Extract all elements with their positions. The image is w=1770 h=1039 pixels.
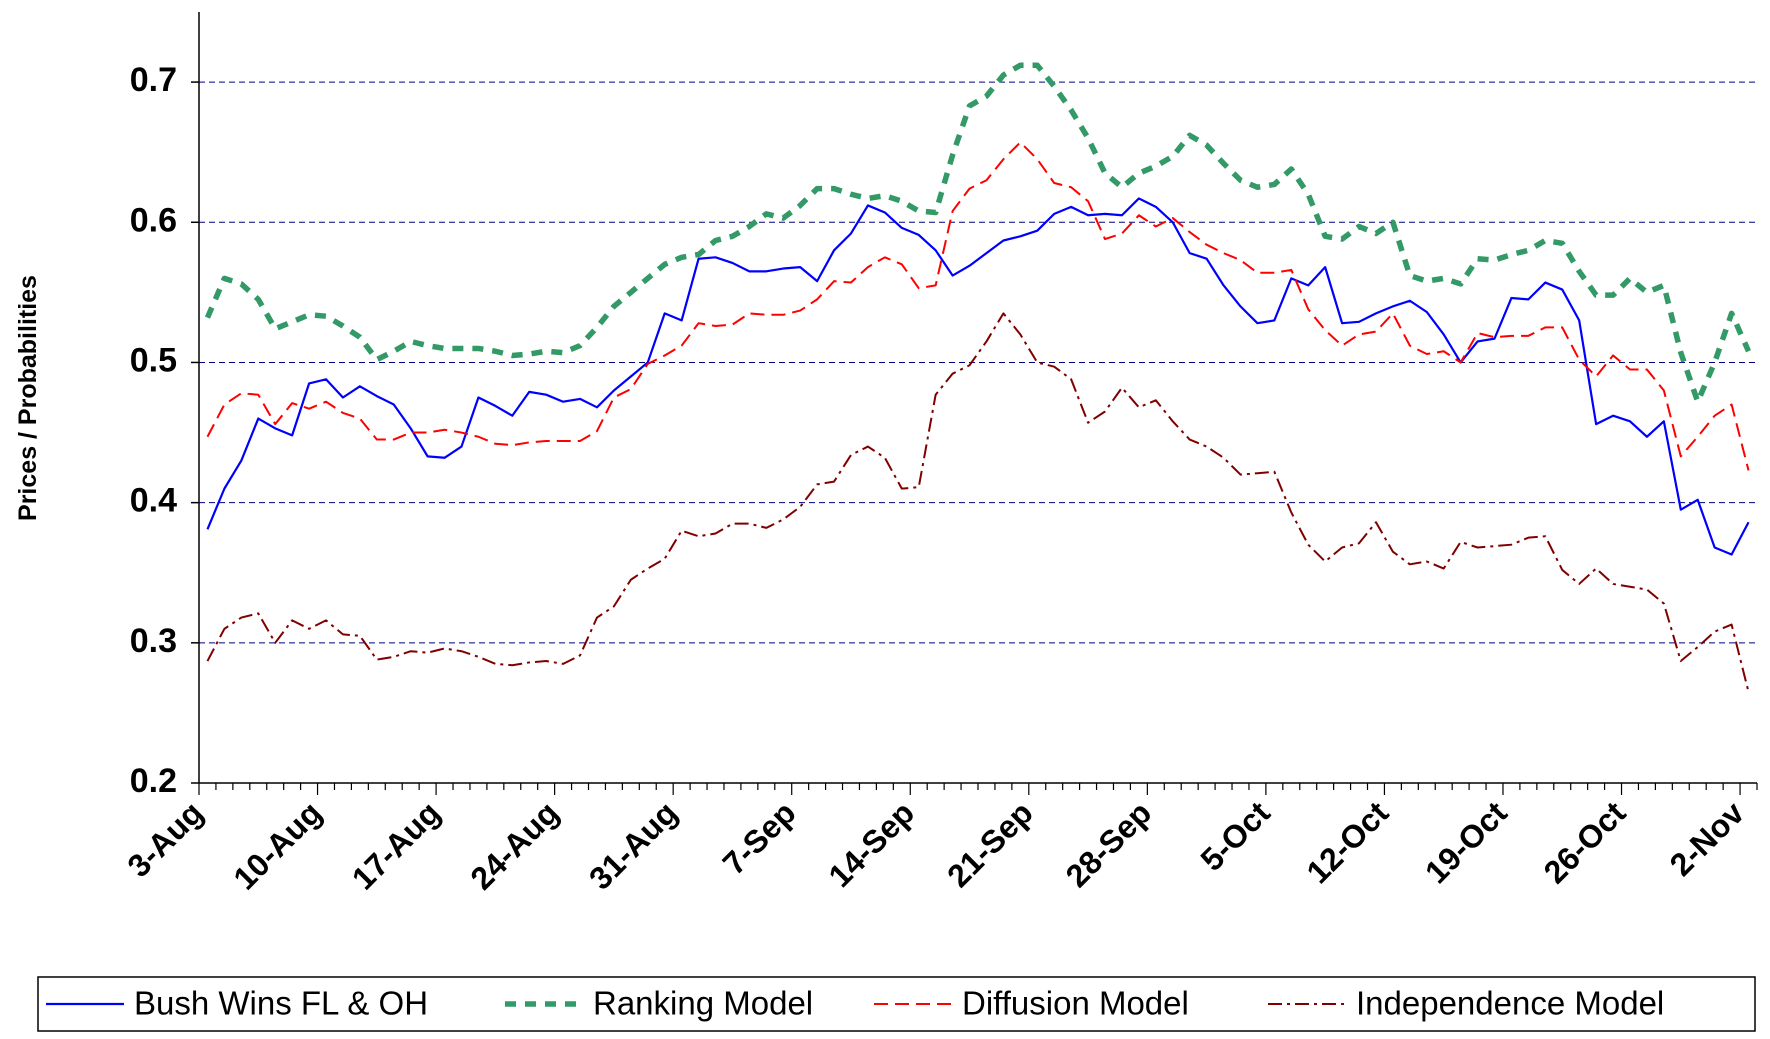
x-tick-label: 28-Sep — [1059, 794, 1159, 894]
x-tick-label: 14-Sep — [822, 794, 922, 894]
x-tick-label: 12-Oct — [1299, 794, 1395, 890]
x-tick-label: 24-Aug — [463, 794, 565, 896]
x-tick-label: 19-Oct — [1418, 794, 1514, 890]
legend-label: Bush Wins FL & OH — [134, 985, 428, 1022]
y-tick-label: 0.2 — [130, 762, 177, 800]
y-tick-label: 0.3 — [130, 622, 177, 660]
series-line — [204, 62, 1752, 405]
x-tick-label: 10-Aug — [226, 794, 328, 896]
x-tick-label: 2-Nov — [1663, 794, 1751, 882]
x-tick-label: 31-Aug — [582, 794, 684, 896]
y-tick-label: 0.7 — [130, 61, 177, 99]
legend-label: Independence Model — [1356, 985, 1664, 1022]
legend-label: Ranking Model — [593, 985, 813, 1022]
y-tick-label: 0.6 — [130, 201, 177, 239]
series-line — [206, 141, 1750, 471]
y-tick-label: 0.4 — [130, 482, 177, 520]
x-tick-label: 7-Sep — [716, 794, 803, 881]
series-line — [206, 312, 1750, 693]
y-axis-label: Prices / Probabilities — [14, 275, 42, 521]
legend-label: Diffusion Model — [962, 985, 1189, 1022]
y-tick-label: 0.5 — [130, 341, 177, 379]
x-tick-label: 5-Oct — [1194, 794, 1278, 878]
x-tick-label: 3-Aug — [120, 794, 210, 884]
x-tick-label: 17-Aug — [345, 794, 447, 896]
x-tick-label: 21-Sep — [940, 794, 1040, 894]
x-tick-label: 26-Oct — [1537, 794, 1633, 890]
series-line — [206, 197, 1750, 556]
